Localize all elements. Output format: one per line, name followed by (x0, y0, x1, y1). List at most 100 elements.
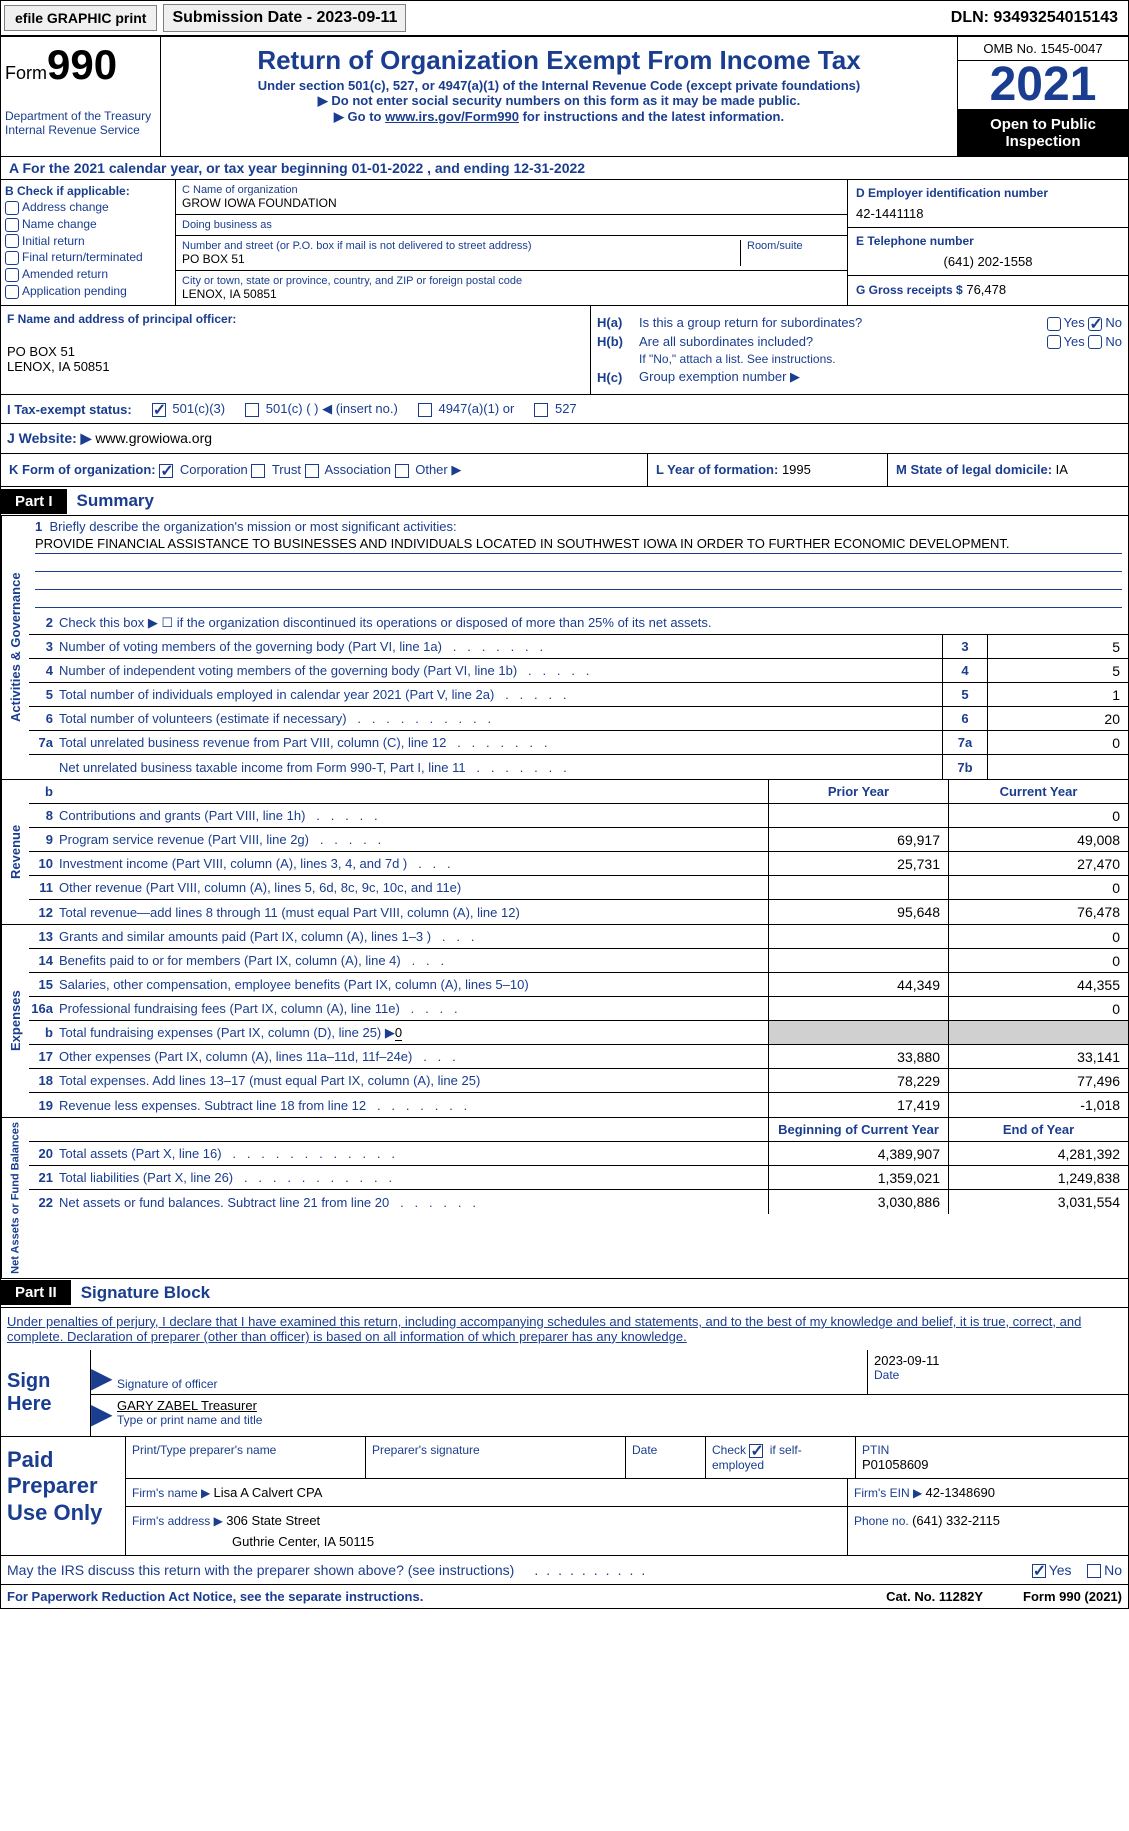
tax-exempt-label: I Tax-exempt status: (7, 402, 132, 417)
501c3-checkbox[interactable] (152, 403, 166, 417)
check-amended-return[interactable]: Amended return (5, 267, 171, 282)
line2: 2 Check this box ▶ ☐ if the organization… (29, 611, 1128, 635)
check-application-pending[interactable]: Application pending (5, 284, 171, 299)
ha-no-checkbox[interactable] (1088, 317, 1102, 331)
irs-form990-link[interactable]: www.irs.gov/Form990 (385, 109, 519, 124)
check-final-return[interactable]: Final return/terminated (5, 250, 171, 265)
line8: 8Contributions and grants (Part VIII, li… (29, 804, 1128, 828)
line16a-prior (768, 997, 948, 1020)
hb-text: Are all subordinates included? (639, 334, 1047, 349)
corp-checkbox[interactable] (159, 464, 173, 478)
hb-yes-checkbox[interactable] (1047, 335, 1061, 349)
discuss-row: May the IRS discuss this return with the… (0, 1556, 1129, 1585)
other-checkbox[interactable] (395, 464, 409, 478)
tax-year: 2021 (958, 61, 1128, 110)
line18-prior: 78,229 (768, 1069, 948, 1092)
sig-declaration: Under penalties of perjury, I declare th… (0, 1308, 1129, 1350)
ein-cell: D Employer identification number 42-1441… (848, 180, 1128, 228)
org-name-label: C Name of organization (182, 184, 841, 196)
l-label: L Year of formation: (656, 462, 778, 477)
check-initial-return[interactable]: Initial return (5, 234, 171, 249)
527-checkbox[interactable] (534, 403, 548, 417)
col-f-officer: F Name and address of principal officer:… (1, 306, 591, 394)
line21: 21Total liabilities (Part X, line 26) . … (29, 1166, 1128, 1190)
other-label: Other ▶ (415, 462, 461, 477)
line22-beg: 3,030,886 (768, 1190, 948, 1214)
self-emp-checkbox[interactable] (749, 1444, 763, 1458)
line3-value: 5 (988, 635, 1128, 658)
line21-end: 1,249,838 (948, 1166, 1128, 1189)
sig-date-value: 2023-09-11 (874, 1353, 1122, 1368)
activities-vert-label: Activities & Governance (1, 516, 29, 779)
org-name: GROW IOWA FOUNDATION (182, 196, 841, 210)
line7a: 7aTotal unrelated business revenue from … (29, 731, 1128, 755)
mission-text: PROVIDE FINANCIAL ASSISTANCE TO BUSINESS… (35, 534, 1122, 554)
ha-yes-label: Yes (1064, 315, 1085, 330)
line1-mission: 1 Briefly describe the organization's mi… (29, 516, 1128, 611)
4947-checkbox[interactable] (418, 403, 432, 417)
row-fh: F Name and address of principal officer:… (0, 306, 1129, 395)
col-d-ein-phone: D Employer identification number 42-1441… (848, 180, 1128, 305)
submission-date-button[interactable]: Submission Date - 2023-09-11 (163, 4, 406, 32)
line4-value: 5 (988, 659, 1128, 682)
k-label: K Form of organization: (9, 462, 156, 477)
line3: 3Number of voting members of the governi… (29, 635, 1128, 659)
city-label: City or town, state or province, country… (182, 275, 841, 287)
subtitle-2: ▶ Do not enter social security numbers o… (167, 93, 951, 109)
ha-text: Is this a group return for subordinates? (639, 315, 1047, 330)
prep-row-2: Firm's name ▶ Lisa A Calvert CPA Firm's … (126, 1479, 1128, 1507)
line19: 19Revenue less expenses. Subtract line 1… (29, 1093, 1128, 1117)
firm-phone-value: (641) 332-2115 (912, 1513, 1000, 1528)
line12-current: 76,478 (948, 900, 1128, 924)
firm-addr-cell: Firm's address ▶ 306 State Street Guthri… (126, 1507, 848, 1555)
hb-note: If "No," attach a list. See instructions… (597, 352, 1122, 366)
discuss-yes-checkbox[interactable] (1032, 1564, 1046, 1578)
state-domicile: M State of legal domicile: IA (888, 454, 1128, 486)
form-header: Form990 Department of the Treasury Inter… (0, 36, 1129, 157)
check-name-change[interactable]: Name change (5, 217, 171, 232)
line20-end: 4,281,392 (948, 1142, 1128, 1165)
trust-checkbox[interactable] (251, 464, 265, 478)
gross-label: G Gross receipts $ (856, 283, 963, 297)
m-label: M State of legal domicile: (896, 462, 1052, 477)
discuss-dots: .......... (534, 1562, 653, 1578)
sign-here-block: Sign Here ▶ Signature of officer 2023-09… (0, 1350, 1129, 1437)
line7a-value: 0 (988, 731, 1128, 754)
501c-checkbox[interactable] (245, 403, 259, 417)
phone-cell: E Telephone number (641) 202-1558 (848, 228, 1128, 276)
discuss-no-checkbox[interactable] (1087, 1564, 1101, 1578)
footer-row: For Paperwork Reduction Act Notice, see … (0, 1585, 1129, 1609)
hb-no-checkbox[interactable] (1088, 335, 1102, 349)
form-title: Return of Organization Exempt From Incom… (167, 45, 951, 76)
check-address-change[interactable]: Address change (5, 200, 171, 215)
part1-header: Part I Summary (0, 487, 1129, 516)
line4: 4Number of independent voting members of… (29, 659, 1128, 683)
form-number: Form990 (5, 41, 156, 89)
street-label: Number and street (or P.O. box if mail i… (182, 240, 734, 252)
officer-name-title: GARY ZABEL Treasurer (117, 1398, 1122, 1413)
line13-current: 0 (948, 925, 1128, 948)
corp-label: Corporation (180, 462, 248, 477)
line11-prior (768, 876, 948, 899)
line19-current: -1,018 (948, 1093, 1128, 1117)
officer-addr1: PO BOX 51 (7, 344, 584, 359)
form-organization: K Form of organization: Corporation Trus… (1, 454, 648, 486)
line10-prior: 25,731 (768, 852, 948, 875)
assoc-checkbox[interactable] (305, 464, 319, 478)
line7b-value (988, 755, 1128, 779)
efile-print-button[interactable]: efile GRAPHIC print (4, 5, 157, 31)
k-row: K Form of organization: Corporation Trus… (0, 454, 1129, 487)
prep-name-cell: Print/Type preparer's name (126, 1437, 366, 1478)
revenue-section: Revenue b Prior Year Current Year 8Contr… (0, 780, 1129, 925)
line5-value: 1 (988, 683, 1128, 706)
hb-yes-label: Yes (1064, 334, 1085, 349)
line10: 10Investment income (Part VIII, column (… (29, 852, 1128, 876)
4947-label: 4947(a)(1) or (438, 401, 514, 416)
discuss-no-label: No (1104, 1562, 1122, 1578)
assoc-label: Association (324, 462, 390, 477)
form-footer: Form 990 (2021) (983, 1589, 1122, 1604)
line14: 14Benefits paid to or for members (Part … (29, 949, 1128, 973)
line20: 20Total assets (Part X, line 16) . . . .… (29, 1142, 1128, 1166)
ha-yes-checkbox[interactable] (1047, 317, 1061, 331)
line12-prior: 95,648 (768, 900, 948, 924)
